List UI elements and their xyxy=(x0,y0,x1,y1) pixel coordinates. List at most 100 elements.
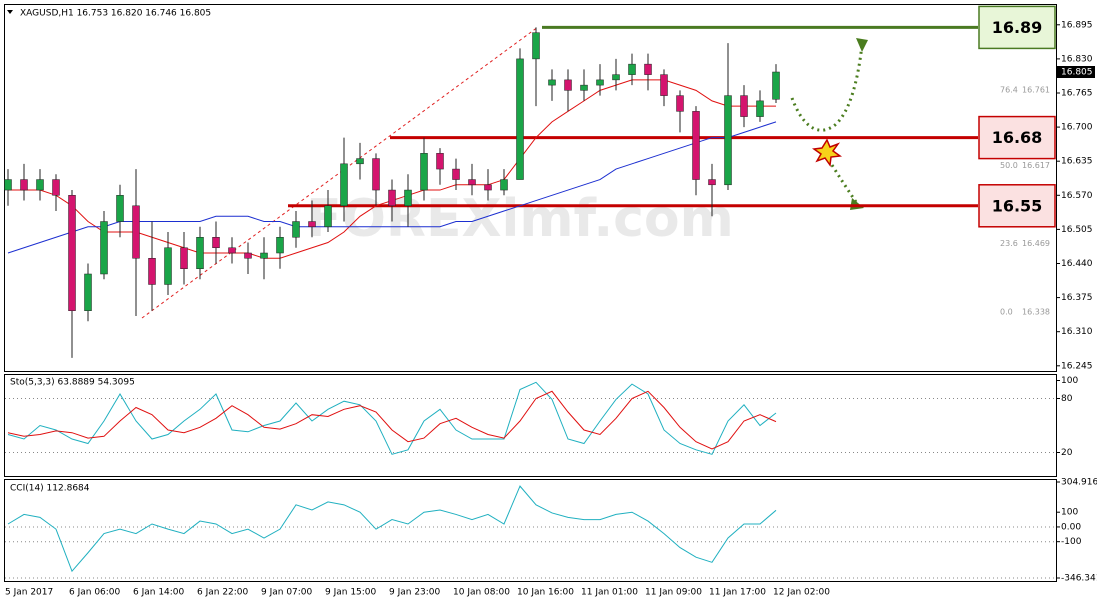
candle-body xyxy=(612,74,620,81)
candle-body xyxy=(692,111,700,180)
y-tick-label: 16.440 xyxy=(1061,259,1093,269)
candle-body xyxy=(100,221,108,275)
x-tick-label: 11 Jan 17:00 xyxy=(709,588,766,598)
candle-body xyxy=(548,79,556,86)
candle-body xyxy=(500,179,508,191)
level-label: 16.55 xyxy=(992,196,1043,215)
candle-body xyxy=(20,179,28,191)
arrow-head xyxy=(856,38,868,52)
x-tick-label: 10 Jan 16:00 xyxy=(517,588,574,598)
candle-body xyxy=(356,158,364,165)
candle-body xyxy=(84,273,92,311)
candle-body xyxy=(196,237,204,269)
stoch-title: Sto(5,3,3) 63.8889 54.3095 xyxy=(10,378,135,388)
candle-body xyxy=(644,63,652,75)
level-label: 16.89 xyxy=(992,18,1043,37)
y-tick-label: 16.570 xyxy=(1061,191,1093,201)
candle-body xyxy=(420,153,428,191)
fib-price: 16.761 xyxy=(1022,86,1050,95)
candle-body xyxy=(212,237,220,249)
indicator-line xyxy=(7,485,777,573)
x-tick-label: 12 Jan 02:00 xyxy=(773,588,830,598)
fib-price: 16.617 xyxy=(1022,161,1050,170)
candle-body xyxy=(772,71,780,100)
y-tick-label: 16.895 xyxy=(1061,20,1093,30)
fib-level: 50.0 xyxy=(1000,161,1018,170)
candle-body xyxy=(164,247,172,285)
y-tick-label: 0.00 xyxy=(1061,522,1081,532)
level-box xyxy=(978,5,1056,50)
candle-body xyxy=(180,247,188,269)
y-tick-label: 16.375 xyxy=(1061,293,1093,303)
burst-icon xyxy=(812,138,843,167)
y-tick-label: 304.9162 xyxy=(1061,478,1097,488)
current-price: 16.805 xyxy=(1061,68,1093,78)
y-tick-label: 100 xyxy=(1061,508,1078,518)
fib-level: 0.0 xyxy=(1000,308,1013,317)
candle-body xyxy=(532,32,540,60)
candle-body xyxy=(580,84,588,91)
candle-body xyxy=(724,95,732,186)
menu-arrow xyxy=(7,10,13,14)
x-tick-label: 5 Jan 2017 xyxy=(5,588,53,598)
x-tick-label: 9 Jan 15:00 xyxy=(325,588,377,598)
x-tick-label: 10 Jan 08:00 xyxy=(453,588,510,598)
candle-body xyxy=(740,95,748,117)
candle-body xyxy=(52,179,60,196)
y-tick-label: 80 xyxy=(1061,394,1073,404)
x-tick-label: 11 Jan 01:00 xyxy=(581,588,638,598)
candle-body xyxy=(260,252,268,259)
candle-body xyxy=(308,221,316,228)
candle-body xyxy=(404,189,412,207)
indicator-line xyxy=(7,381,777,455)
candle-body xyxy=(228,247,236,254)
price-tag xyxy=(1057,66,1095,79)
candle-body xyxy=(292,221,300,238)
candle-body xyxy=(484,184,492,191)
watermark: FOREXimf.com xyxy=(306,189,734,249)
fib-price: 16.338 xyxy=(1022,308,1050,317)
candle-body xyxy=(596,79,604,86)
candle-body xyxy=(68,195,76,311)
x-tick-label: 9 Jan 07:00 xyxy=(261,588,313,598)
candle-body xyxy=(324,205,332,228)
level-box xyxy=(978,184,1056,228)
candle-body xyxy=(132,205,140,259)
fib-level: 23.6 xyxy=(1000,239,1018,248)
arrows xyxy=(790,44,864,203)
candle-body xyxy=(244,252,252,259)
x-tick-label: 6 Jan 22:00 xyxy=(197,588,249,598)
y-tick-label: 20 xyxy=(1061,448,1073,458)
y-tick-label: 16.700 xyxy=(1061,123,1093,133)
y-tick-label: 16.635 xyxy=(1061,157,1093,167)
y-tick-label: 16.765 xyxy=(1061,88,1093,98)
candle-body xyxy=(452,168,460,180)
y-tick-label: -346.341 xyxy=(1061,574,1097,584)
candle-body xyxy=(36,179,44,191)
chart-title: XAGUSD,H1 16.753 16.820 16.746 16.805 xyxy=(20,9,211,19)
candle-body xyxy=(708,179,716,186)
candle-body xyxy=(756,100,764,117)
x-tick-label: 11 Jan 09:00 xyxy=(645,588,702,598)
candle-body xyxy=(660,74,668,96)
candle-body xyxy=(4,179,12,191)
candle-body xyxy=(148,258,156,285)
candle-body xyxy=(676,95,684,112)
candle-body xyxy=(436,153,444,170)
candle-body xyxy=(516,58,524,180)
candle-body xyxy=(388,189,396,207)
fib-line xyxy=(141,26,539,319)
candle-body xyxy=(276,237,284,254)
x-tick-label: 6 Jan 14:00 xyxy=(133,588,185,598)
candle-body xyxy=(340,163,348,207)
y-tick-label: 100 xyxy=(1061,376,1078,386)
fib-level: 76.4 xyxy=(1000,86,1018,95)
candle-body xyxy=(564,79,572,91)
y-tick-label: 16.310 xyxy=(1061,327,1093,337)
level-label: 16.68 xyxy=(992,128,1043,147)
x-tick-label: 6 Jan 06:00 xyxy=(69,588,121,598)
indicator-line xyxy=(7,390,777,450)
y-tick-label: 16.505 xyxy=(1061,225,1093,235)
cci-title: CCI(14) 112.8684 xyxy=(10,484,90,494)
